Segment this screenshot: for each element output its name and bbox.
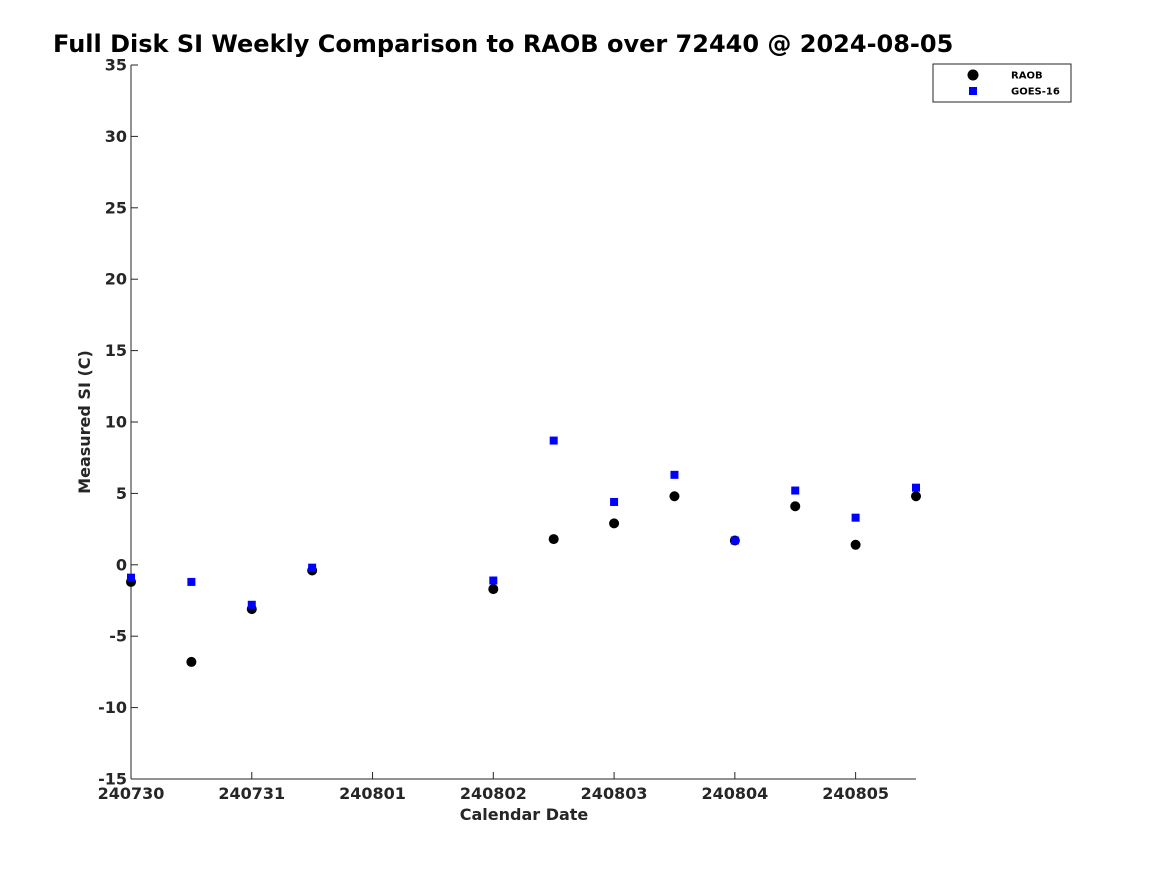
y-tick-label: 10 bbox=[105, 413, 127, 432]
y-tick-label: 35 bbox=[105, 56, 127, 75]
y-tick-label: 30 bbox=[105, 127, 127, 146]
goes-16-point bbox=[549, 436, 558, 445]
x-tick-label: 240730 bbox=[98, 784, 165, 803]
goes-16-point bbox=[127, 573, 135, 582]
raob-point bbox=[186, 656, 197, 667]
raob-point bbox=[488, 584, 499, 595]
data-points bbox=[126, 436, 921, 667]
goes-16-point bbox=[247, 600, 256, 609]
x-tick-label: 240731 bbox=[218, 784, 285, 803]
chart-title: Full Disk SI Weekly Comparison to RAOB o… bbox=[53, 30, 953, 58]
raob-point bbox=[790, 501, 801, 512]
raob-point bbox=[548, 534, 559, 545]
goes-16-point bbox=[912, 483, 920, 492]
y-tick-label: -10 bbox=[98, 698, 127, 717]
raob-point bbox=[911, 491, 921, 502]
y-tick-label: 0 bbox=[116, 555, 127, 574]
legend-label-goes16: GOES-16 bbox=[1011, 87, 1060, 98]
y-tick-label: 20 bbox=[105, 270, 127, 289]
legend-box bbox=[932, 63, 1072, 103]
raob-point bbox=[609, 518, 620, 529]
x-tick-label: 240803 bbox=[581, 784, 648, 803]
legend-marker-raob bbox=[967, 69, 979, 81]
goes-16-point bbox=[489, 576, 498, 585]
goes-16-point bbox=[851, 513, 860, 522]
raob-point bbox=[669, 491, 680, 502]
goes-16-point bbox=[670, 470, 679, 479]
x-tick-label: 240801 bbox=[339, 784, 406, 803]
y-axis-ticks: 35 30 25 20 15 10 5 0 -5 -10 -15 bbox=[98, 56, 138, 789]
legend-label-raob: RAOB bbox=[1011, 71, 1043, 82]
x-tick-label: 240804 bbox=[701, 784, 768, 803]
goes-16-point bbox=[730, 536, 739, 545]
raob-point bbox=[850, 539, 861, 550]
y-axis-label: Measured SI (C) bbox=[75, 350, 94, 494]
x-axis-label: Calendar Date bbox=[460, 805, 589, 824]
y-tick-label: -15 bbox=[98, 770, 127, 789]
x-tick-label: 240805 bbox=[822, 784, 889, 803]
goes-16-point bbox=[308, 563, 317, 572]
y-tick-label: 25 bbox=[105, 198, 127, 217]
goes-16-point bbox=[187, 577, 196, 586]
x-axis-ticks: 240730 240731 240801 240802 240803 240804 2408… bbox=[98, 772, 889, 803]
y-tick-label: 5 bbox=[116, 484, 127, 503]
y-tick-label: 15 bbox=[105, 341, 127, 360]
goes-16-point bbox=[610, 497, 619, 506]
legend-marker-goes16 bbox=[969, 87, 977, 95]
x-tick-label: 240802 bbox=[460, 784, 527, 803]
legend: RAOB GOES-16 bbox=[932, 63, 1072, 103]
y-tick-label: -5 bbox=[109, 627, 127, 646]
goes-16-point bbox=[791, 486, 800, 495]
